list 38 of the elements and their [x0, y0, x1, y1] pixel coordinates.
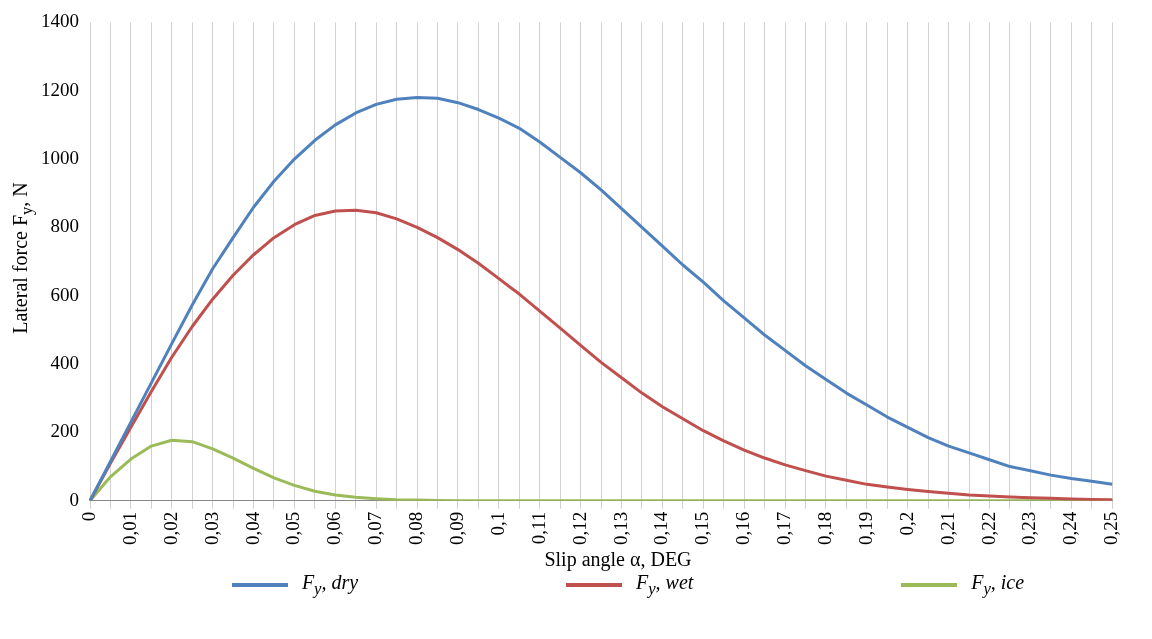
- x-tick-label: 0,05: [282, 511, 304, 545]
- x-tick-label: 0,18: [813, 511, 835, 545]
- x-tick-label: 0,14: [650, 511, 672, 545]
- x-tick-label: 0: [77, 511, 99, 522]
- x-tick-label: 0,1: [486, 511, 508, 536]
- x-tick-label: 0,13: [609, 511, 631, 545]
- x-tick-label: 0,21: [936, 511, 958, 545]
- legend-label: F$_{y}$, ice: [971, 571, 1025, 599]
- x-tick-label: 0,24: [1059, 511, 1081, 545]
- x-tick-label: 0,06: [323, 511, 345, 545]
- y-tick-label: 600: [50, 283, 79, 305]
- y-tick-label: 200: [50, 420, 79, 442]
- x-tick-label: 0,23: [1018, 511, 1040, 545]
- x-tick-label: 0,25: [1100, 511, 1122, 545]
- legend-label: F$_{y}$, dry: [301, 571, 359, 599]
- x-tick-label: 0,07: [364, 511, 386, 545]
- x-tick-label: 0,16: [732, 511, 754, 545]
- y-tick-label: 1400: [41, 10, 79, 32]
- x-tick-label: 0,2: [895, 511, 917, 536]
- x-tick-label: 0,22: [977, 511, 999, 545]
- legend-label: F$_{y}$, wet: [635, 571, 694, 599]
- x-tick-label: 0,04: [241, 511, 263, 545]
- x-tick-label: 0,19: [854, 511, 876, 545]
- x-axis-title: Slip angle α, DEG: [543, 548, 693, 571]
- y-tick-label: 400: [50, 352, 79, 374]
- y-tick-label: 1000: [41, 147, 79, 169]
- x-tick-label: 0,12: [568, 511, 590, 545]
- y-tick-label: 800: [50, 215, 79, 237]
- x-tick-label: 0,11: [527, 511, 549, 545]
- x-tick-label: 0,17: [773, 511, 795, 545]
- x-tick-label: 0,02: [159, 511, 181, 545]
- x-tick-label: 0,15: [691, 511, 713, 545]
- x-tick-label: 0,09: [445, 511, 467, 545]
- x-tick-label: 0,01: [118, 511, 140, 545]
- y-tick-label: 0: [69, 488, 79, 510]
- y-tick-label: 1200: [41, 78, 79, 100]
- x-tick-label: 0,03: [200, 511, 222, 545]
- x-tick-label: 0,08: [405, 511, 427, 545]
